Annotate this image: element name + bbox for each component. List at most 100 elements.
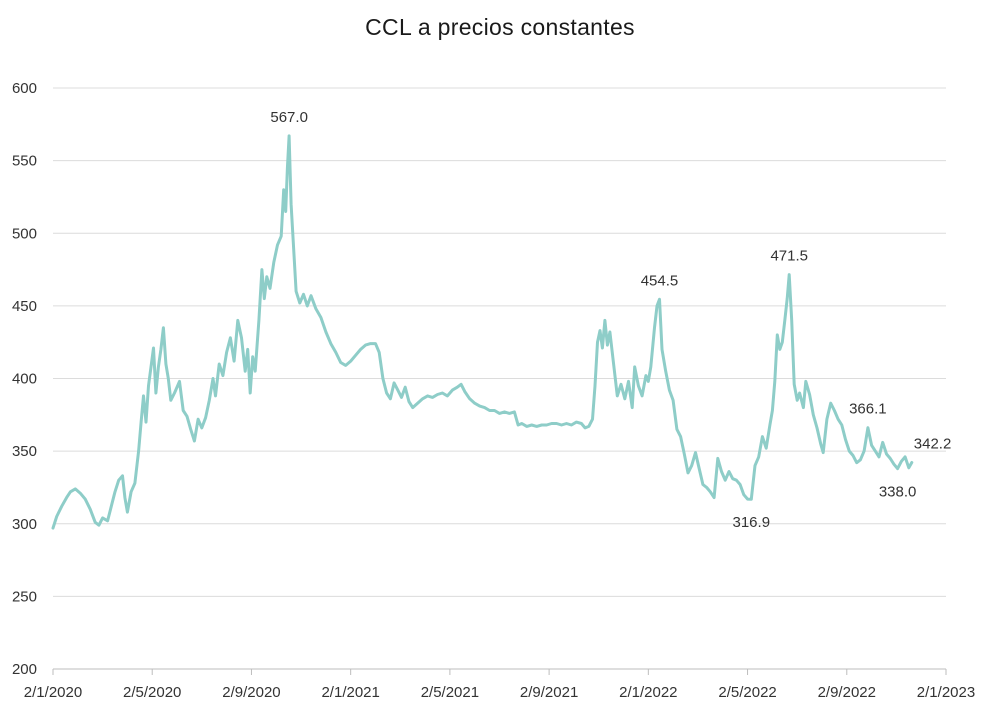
data-label-366-1: 366.1 [849,401,887,418]
data-point [757,455,760,458]
data-point [214,394,217,397]
data-point [286,166,289,169]
data-point [349,360,352,363]
data-point [498,412,501,415]
data-point [130,490,133,493]
data-point [773,380,776,383]
data-point [565,422,568,425]
data-point [793,383,796,386]
gridlines [53,87,946,597]
data-point [246,348,249,351]
data-point [623,397,626,400]
data-point [110,505,113,508]
data-point [240,336,243,339]
data-point [150,365,153,368]
data-point [802,406,805,409]
data-point [319,316,322,319]
data-point [599,329,602,332]
data-point [393,381,396,384]
data-point [746,498,749,501]
data-point [683,453,686,456]
data-point [89,508,92,511]
data-point [152,347,155,350]
data-point [178,380,181,383]
data-point [658,298,661,301]
data-label-471-5: 471.5 [770,248,808,265]
data-point [359,348,362,351]
x-tick-label-4: 2/5/2021 [421,684,479,701]
data-point [106,519,109,522]
data-point [364,344,367,347]
data-point [197,418,200,421]
data-point [272,261,275,264]
data-point [200,426,203,429]
data-point [441,392,444,395]
data-point [97,524,100,527]
data-point [354,354,357,357]
data-point [378,351,381,354]
x-tick-label-7: 2/5/2022 [718,684,776,701]
data-label-342-2: 342.2 [914,435,952,452]
data-point [513,410,516,413]
y-tick-label-200: 200 [12,661,37,678]
data-point [535,425,538,428]
data-point [754,464,757,467]
data-point [446,394,449,397]
data-point [117,479,120,482]
data-label-338-0: 338.0 [879,484,917,501]
data-point [468,397,471,400]
data-point [631,406,634,409]
data-point [731,477,734,480]
data-point [765,447,768,450]
data-point [798,392,801,395]
data-point [167,377,170,380]
data-point [182,409,185,412]
data-point [221,374,224,377]
data-point [159,348,162,351]
data-point [874,450,877,453]
data-point [101,516,104,519]
data-point [140,421,143,424]
data-point [596,341,599,344]
data-point [668,389,671,392]
data-point [796,399,799,402]
data-point [385,392,388,395]
data-point [679,435,682,438]
data-point [123,496,126,499]
data-point [339,361,342,364]
data-point [236,319,239,322]
data-point [298,302,301,305]
data-point [644,374,647,377]
data-point [520,422,523,425]
data-point [720,470,723,473]
data-point [783,319,786,322]
x-tick-label-8: 2/9/2022 [818,684,876,701]
data-point [295,290,298,293]
data-point [381,377,384,380]
data-point [694,451,697,454]
data-point [713,496,716,499]
y-tick-label-600: 600 [12,80,37,97]
data-point [844,438,847,441]
data-point [436,393,439,396]
data-point [852,454,855,457]
data-point [126,511,129,514]
data-point [641,394,644,397]
y-tick-label-300: 300 [12,516,37,533]
data-point [251,355,254,358]
x-tick-label-6: 2/1/2022 [619,684,677,701]
data-point [701,483,704,486]
data-point [302,293,305,296]
data-point [612,363,615,366]
data-point [819,442,822,445]
data-point [570,424,573,427]
data-point [750,498,753,501]
data-point [816,426,819,429]
data-point [742,493,745,496]
data-point [620,383,623,386]
data-point [881,441,884,444]
data-point [225,351,228,354]
data-point [616,394,619,397]
data-point [653,326,656,329]
